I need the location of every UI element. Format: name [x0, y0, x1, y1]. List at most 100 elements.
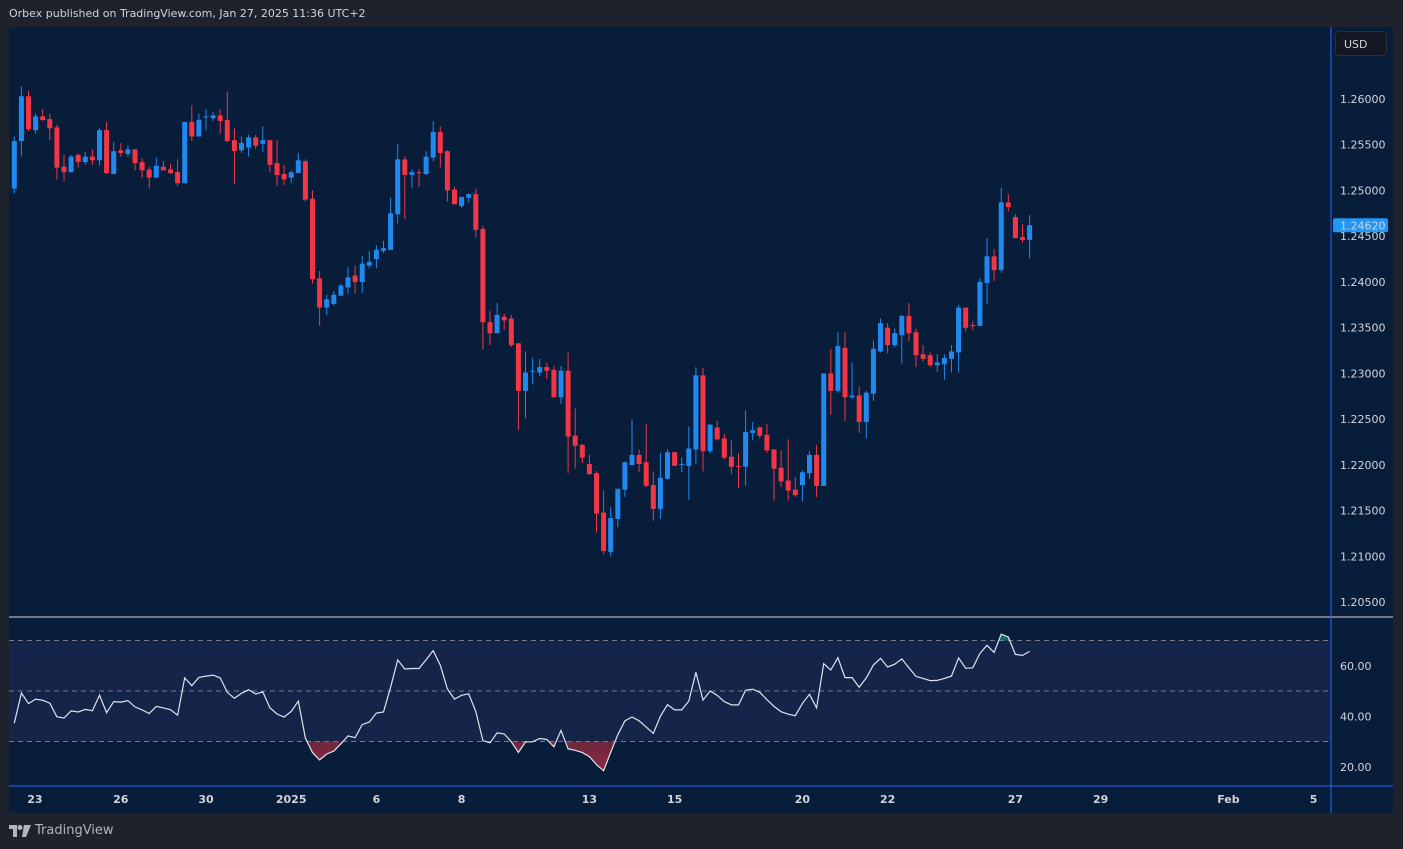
candle-body — [949, 351, 954, 359]
time-tick-label: 22 — [880, 793, 895, 806]
candle-body — [203, 116, 209, 118]
candle — [707, 423, 713, 454]
candles — [11, 86, 1033, 557]
candle-body — [835, 346, 841, 391]
candle-body — [586, 464, 592, 475]
tradingview-footer[interactable]: TradingView — [9, 823, 114, 838]
candle — [274, 140, 280, 186]
candle-body — [707, 424, 713, 452]
candle-body — [104, 130, 110, 174]
candle-body — [686, 448, 692, 466]
candle — [89, 149, 95, 165]
candle-body — [196, 120, 202, 137]
candle — [61, 154, 67, 182]
time-tick-label: 8 — [458, 793, 466, 806]
candle — [1027, 215, 1033, 259]
candle-body — [260, 140, 266, 144]
candle — [728, 440, 734, 475]
candle-body — [423, 156, 429, 175]
candle-body — [153, 165, 159, 178]
candle — [650, 471, 656, 521]
candle-body — [338, 285, 344, 296]
candle — [381, 240, 386, 253]
candle — [515, 343, 521, 431]
candle-body — [970, 324, 976, 326]
candle — [686, 426, 692, 500]
time-tick-label: 26 — [113, 793, 129, 806]
candle — [18, 86, 24, 157]
candle — [991, 249, 997, 282]
rsi-indicator — [13, 633, 1030, 772]
candle — [835, 332, 841, 393]
candle — [253, 134, 259, 150]
candle — [33, 113, 39, 134]
candle — [231, 128, 237, 185]
candle-body — [82, 156, 88, 163]
candle — [856, 386, 862, 433]
candle-body — [224, 120, 230, 142]
candle — [508, 314, 514, 347]
candle-body — [714, 427, 720, 440]
time-tick-label: 2025 — [276, 793, 307, 806]
time-tick-label: 6 — [373, 793, 381, 806]
candle-body — [40, 116, 46, 121]
candle — [182, 121, 188, 184]
candle — [594, 471, 599, 533]
tradingview-logo-icon — [9, 824, 31, 837]
candle — [842, 332, 848, 422]
candle-body — [700, 375, 706, 452]
rsi-line — [13, 633, 1030, 772]
candle — [444, 150, 450, 202]
candle — [814, 444, 820, 497]
candle-body — [906, 315, 912, 334]
candle-body — [373, 249, 379, 260]
candle-body — [913, 332, 919, 356]
price-tick-label: 1.24000 — [1340, 276, 1386, 289]
candle-body — [366, 261, 372, 266]
candle — [359, 255, 365, 293]
candle — [743, 410, 749, 487]
candle — [899, 314, 905, 364]
candle — [395, 143, 401, 224]
candle — [366, 250, 372, 269]
candle — [132, 149, 138, 171]
candle — [863, 390, 869, 439]
candle-body — [544, 367, 550, 371]
candle-body — [991, 256, 997, 271]
candle-body — [665, 452, 670, 479]
candle — [622, 461, 628, 497]
candle-body — [657, 477, 663, 509]
time-tick-label: 5 — [1310, 793, 1318, 806]
candle — [586, 454, 592, 476]
candle-body — [168, 169, 173, 174]
currency-button[interactable]: USD — [1335, 31, 1387, 56]
candle — [388, 197, 394, 250]
candle — [317, 271, 323, 326]
candle — [643, 423, 649, 487]
candle-body — [352, 275, 358, 282]
candle-body — [54, 127, 60, 168]
candle-body — [565, 370, 571, 437]
candle — [615, 488, 621, 528]
candle — [11, 136, 17, 194]
candle-body — [480, 228, 486, 323]
candle — [288, 170, 294, 184]
candle — [721, 433, 727, 460]
candle-body — [231, 140, 237, 152]
price-tick-label: 1.22000 — [1340, 459, 1386, 472]
publish-info: Orbex published on TradingView.com, Jan … — [9, 7, 366, 20]
candle — [949, 345, 954, 373]
time-tick-label: Feb — [1217, 793, 1240, 806]
candle-body — [473, 194, 479, 230]
candle — [757, 426, 763, 439]
candle — [68, 154, 74, 173]
candle-body — [899, 315, 905, 336]
candle — [963, 307, 969, 332]
candle — [466, 193, 472, 203]
candle-body — [388, 213, 394, 250]
candle — [310, 190, 315, 284]
candle-body — [444, 151, 450, 191]
candle — [175, 159, 181, 186]
candle-body — [672, 452, 678, 466]
